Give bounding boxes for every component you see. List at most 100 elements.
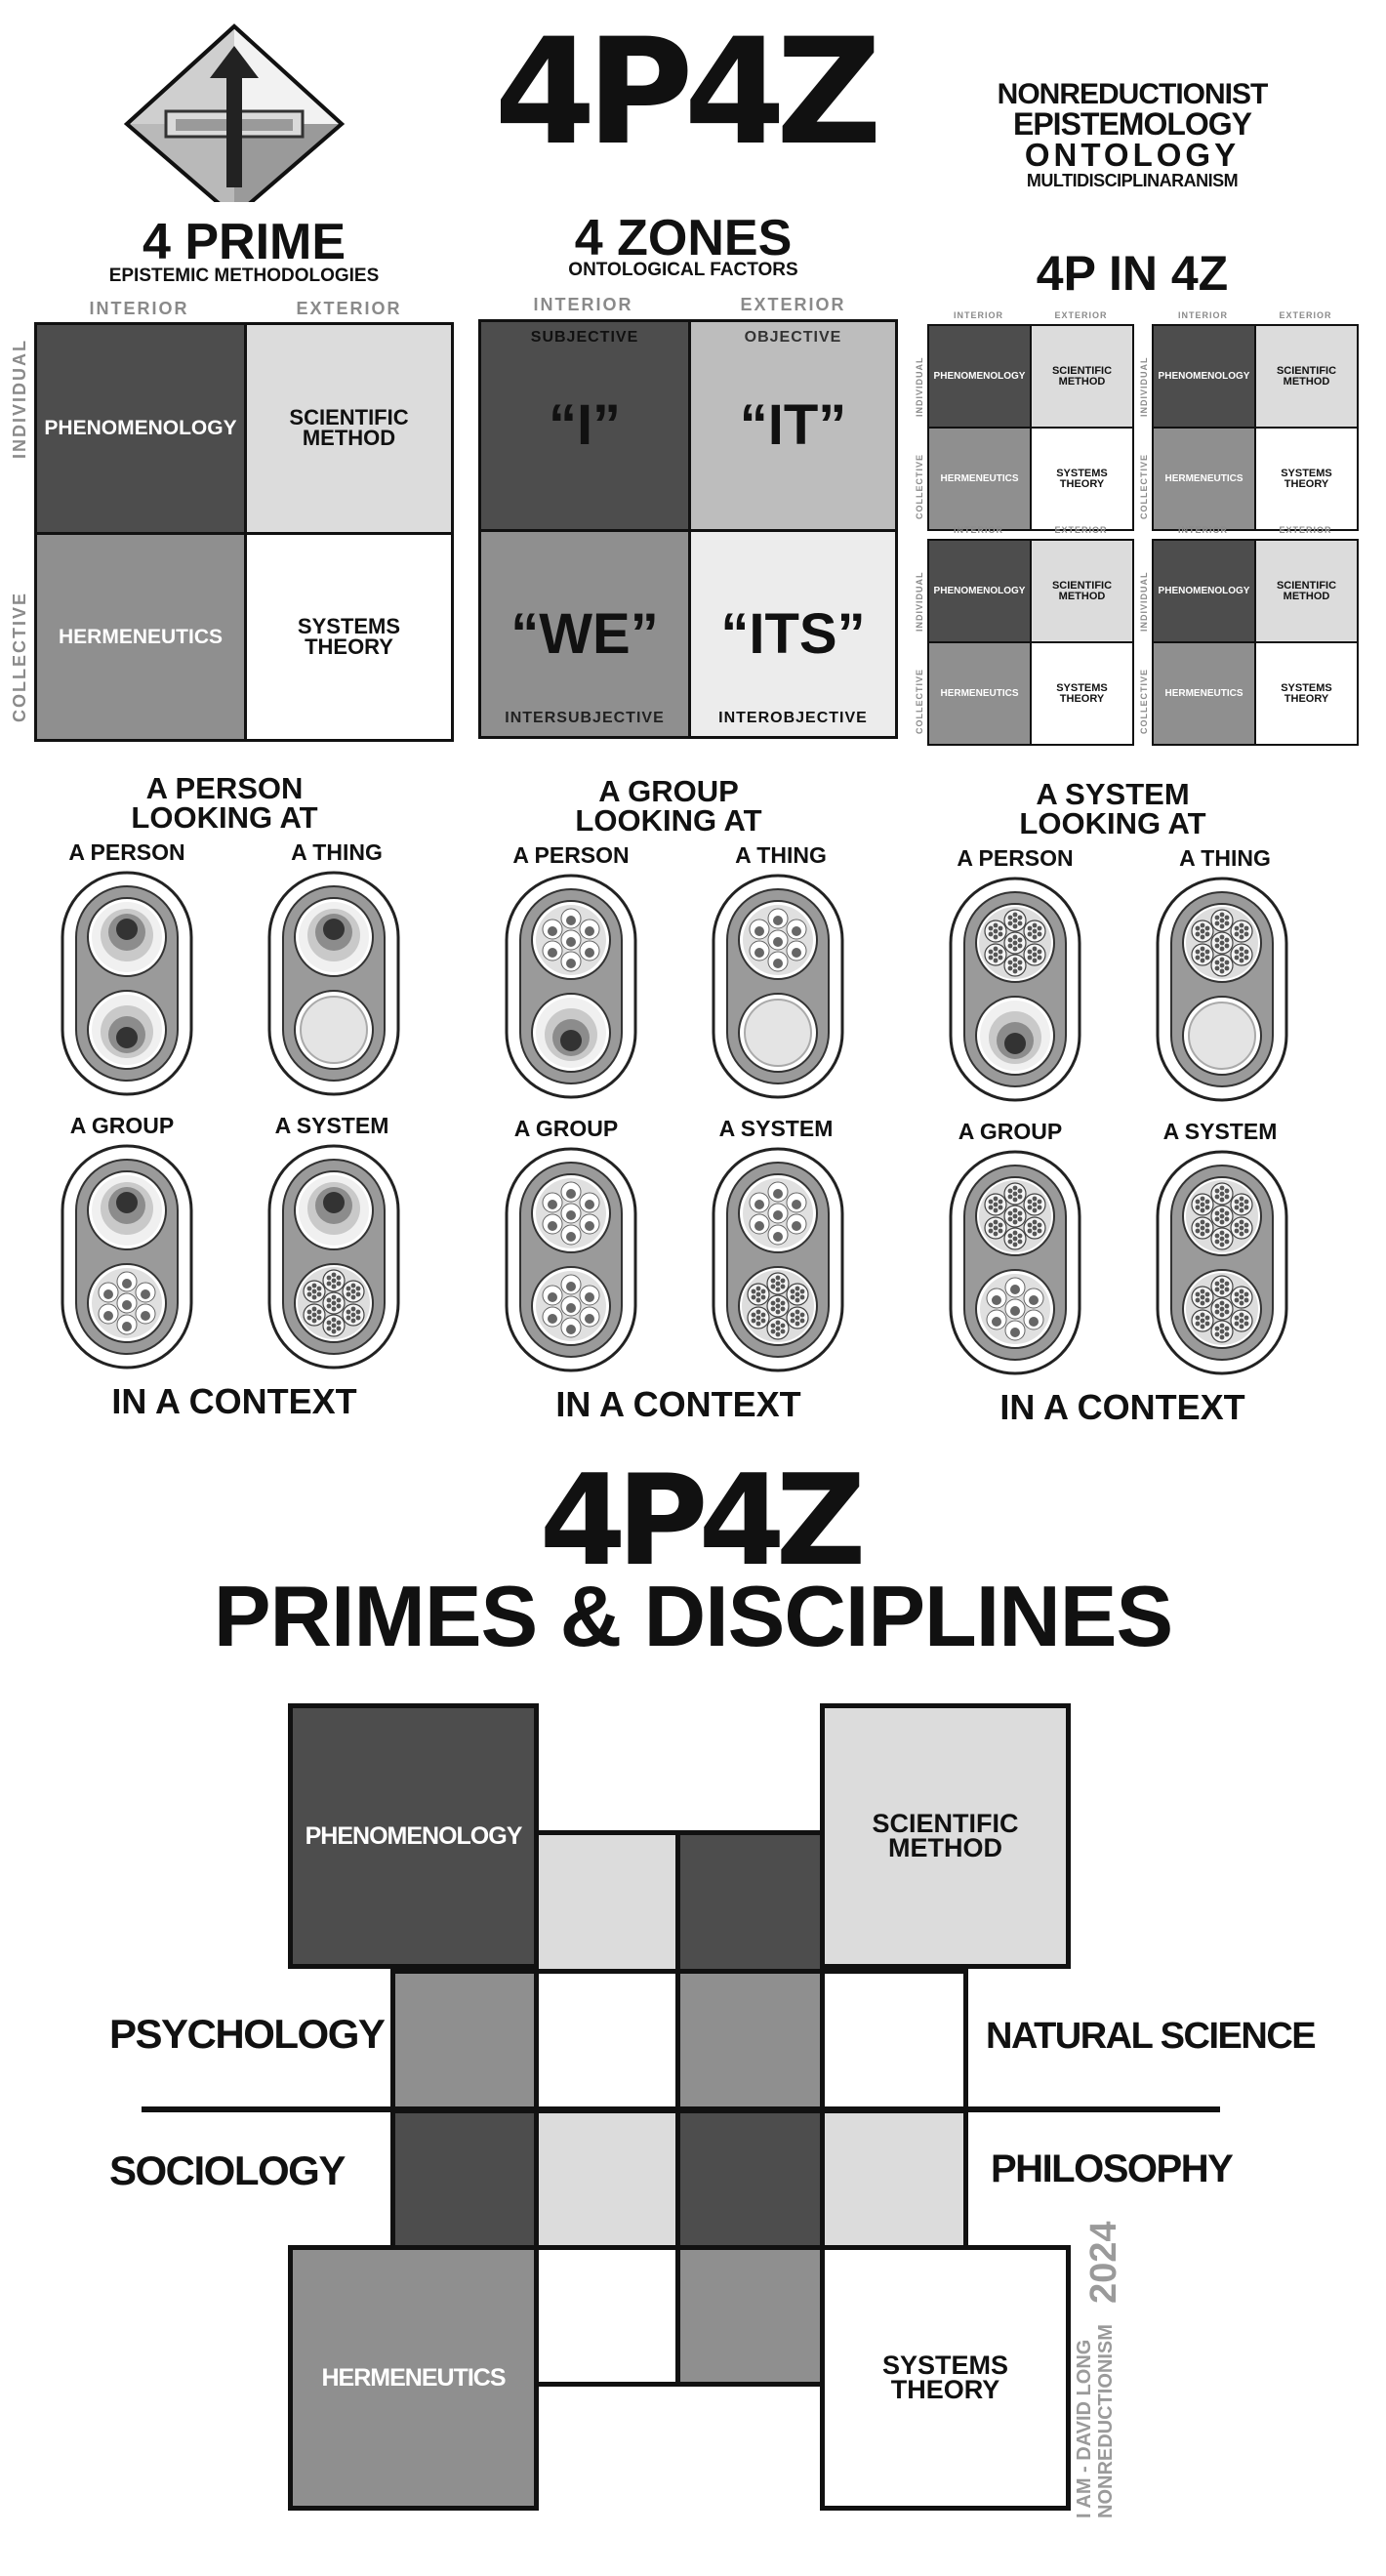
prime-axis-exterior: EXTERIOR — [296, 299, 402, 318]
target-label-group: A GROUP — [958, 1119, 1063, 1144]
mini-systems-theory: SYSTEMS THEORY — [1030, 641, 1134, 746]
pill-system — [712, 1147, 844, 1372]
credit-nonreductionism: NONREDUCTIONISM — [1095, 2324, 1117, 2518]
zone-interobjective: INTEROBJECTIVE — [718, 710, 868, 726]
target-label-thing: A THING — [1179, 845, 1271, 871]
credit: I AM - DAVID LONG — [1074, 2335, 1096, 2518]
looking-title: A GROUP — [598, 774, 739, 808]
tagline-line-3: ONTOLOGY — [1024, 137, 1241, 173]
p4z-mini-grid: INTERIOR EXTERIOR INDIVIDUAL COLLECTIVE PHEN… — [1139, 310, 1359, 531]
disc-scientific-method-label: SCIENTIFIC METHOD — [872, 1809, 1019, 1862]
target-label-thing: A THING — [291, 839, 383, 865]
mini-axis-interior: INTERIOR — [953, 525, 1003, 535]
zone-subjective: SUBJECTIVE — [530, 329, 639, 346]
target-label-system: A SYSTEM — [274, 1113, 389, 1138]
looking-title: LOOKING AT — [575, 803, 762, 838]
mini-systems-theory: SYSTEMS THEORY — [1254, 641, 1359, 746]
prime-title: 4 PRIME — [142, 214, 346, 270]
disc-scientific-method: SCIENTIFIC METHOD — [820, 1703, 1071, 1969]
looking-title: LOOKING AT — [1019, 806, 1206, 840]
disc-block — [390, 1969, 539, 2113]
bottom-title: PRIMES & DISCIPLINES — [213, 1568, 1173, 1664]
zone-objective: OBJECTIVE — [744, 329, 842, 346]
mini-hermeneutics: HERMENEUTICS — [927, 641, 1032, 746]
target-label-group: A GROUP — [69, 1113, 175, 1138]
p4z-mini-grid: INTERIOR EXTERIOR INDIVIDUAL COLLECTIVE PHEN… — [915, 525, 1134, 746]
context-label: IN A CONTEXT — [555, 1384, 801, 1424]
target-label-person: A PERSON — [957, 845, 1074, 871]
tagline-line-1: NONREDUCTIONIST — [997, 78, 1269, 110]
zone-we-label: “WE” — [510, 601, 659, 666]
mini-phenomenology: PHENOMENOLOGY — [1152, 324, 1256, 429]
prime-systems-theory: SYSTEMS THEORY — [244, 532, 454, 742]
prime-grid: PHENOMENOLOGY SCIENTIFIC METHOD HERMENEU… — [34, 322, 454, 742]
mini-axis-exterior: EXTERIOR — [1279, 310, 1332, 320]
zones-title: 4 ZONES — [574, 210, 793, 266]
p4z-title: 4P IN 4Z — [1036, 246, 1229, 301]
mini-hermeneutics: HERMENEUTICS — [927, 427, 1032, 531]
looking-section: A PERSON LOOKING AT A PERSON A THING A GROUP… — [0, 771, 1386, 1454]
mini-axis-exterior: EXTERIOR — [1054, 525, 1108, 535]
disc-phenomenology-label: PHENOMENOLOGY — [305, 1821, 523, 1850]
looking-title: A SYSTEM — [1036, 777, 1190, 811]
disc-divider — [142, 2106, 1220, 2112]
context-label: IN A CONTEXT — [111, 1381, 357, 1421]
prime-phenomenology: PHENOMENOLOGY — [34, 322, 247, 535]
disc-block — [534, 1830, 680, 1974]
looking-title: A PERSON — [145, 771, 304, 805]
pill-person — [61, 871, 193, 1096]
pill-person — [949, 877, 1081, 1102]
mini-scientific-method: SCIENTIFIC METHOD — [1254, 539, 1359, 643]
zones-axis-exterior: EXTERIOR — [740, 295, 846, 314]
pill-thing — [712, 874, 844, 1099]
mini-axis-exterior: EXTERIOR — [1279, 525, 1332, 535]
prime-subtitle: EPISTEMIC METHODOLOGIES — [108, 266, 380, 286]
context-label: IN A CONTEXT — [999, 1387, 1245, 1427]
zone-its-label: “ITS” — [720, 601, 866, 666]
disc-systems-theory: SYSTEMS THEORY — [820, 2245, 1071, 2511]
target-label-group: A GROUP — [513, 1116, 619, 1141]
mini-axis-exterior: EXTERIOR — [1054, 310, 1108, 320]
pill-thing — [267, 871, 400, 1096]
disc-block — [820, 1969, 968, 2113]
tagline: NONREDUCTIONIST EPISTEMOLOGY ONTOLOGY MU… — [976, 78, 1288, 191]
prime-hermeneutics: HERMENEUTICS — [34, 532, 247, 742]
disc-block — [820, 2108, 968, 2250]
tagline-line-2: EPISTEMOLOGY — [1012, 106, 1252, 142]
pill-group — [505, 1147, 637, 1372]
mini-phenomenology: PHENOMENOLOGY — [1152, 539, 1256, 643]
target-label-person: A PERSON — [512, 842, 630, 868]
disc-block — [390, 2108, 539, 2250]
disc-hermeneutics-label: HERMENEUTICS — [321, 2363, 506, 2392]
disc-block — [675, 1969, 825, 2113]
mini-scientific-method: SCIENTIFIC METHOD — [1030, 324, 1134, 429]
pill-person — [505, 874, 637, 1099]
zone-its: “ITS” — [688, 529, 898, 739]
zones-grid: “I” “IT” “WE” “ITS” SUBJECTIVE OBJECTIVE… — [478, 319, 898, 739]
disc-block — [534, 1969, 680, 2113]
disc-phenomenology: PHENOMENOLOGY — [288, 1703, 539, 1969]
disc-block — [675, 1830, 825, 1974]
looking-title: LOOKING AT — [131, 800, 318, 835]
mini-axis-interior: INTERIOR — [1177, 310, 1228, 320]
mini-systems-theory: SYSTEMS THEORY — [1030, 427, 1134, 531]
mini-axis-interior: INTERIOR — [953, 310, 1003, 320]
pyramid-logo-icon — [117, 21, 351, 220]
target-label-thing: A THING — [735, 842, 827, 868]
target-label-system: A SYSTEM — [718, 1116, 834, 1141]
bottom-logo: 4P4Z — [539, 1449, 867, 1594]
disc-natural-science: NATURAL SCIENCE — [986, 2016, 1317, 2057]
pill-thing — [1156, 877, 1288, 1102]
disc-philosophy: PHILOSOPHY — [991, 2147, 1234, 2190]
credit-year: 2024 — [1083, 2221, 1124, 2304]
disc-block — [675, 2245, 825, 2387]
zones-axis-interior: INTERIOR — [533, 295, 633, 314]
pill-system — [1156, 1150, 1288, 1375]
mini-hermeneutics: HERMENEUTICS — [1152, 427, 1256, 531]
zone-i-label: “I” — [548, 393, 622, 458]
zone-we: “WE” — [478, 529, 691, 739]
pill-group — [949, 1150, 1081, 1375]
target-label-system: A SYSTEM — [1162, 1119, 1278, 1144]
prime-axis-interior: INTERIOR — [89, 299, 189, 318]
